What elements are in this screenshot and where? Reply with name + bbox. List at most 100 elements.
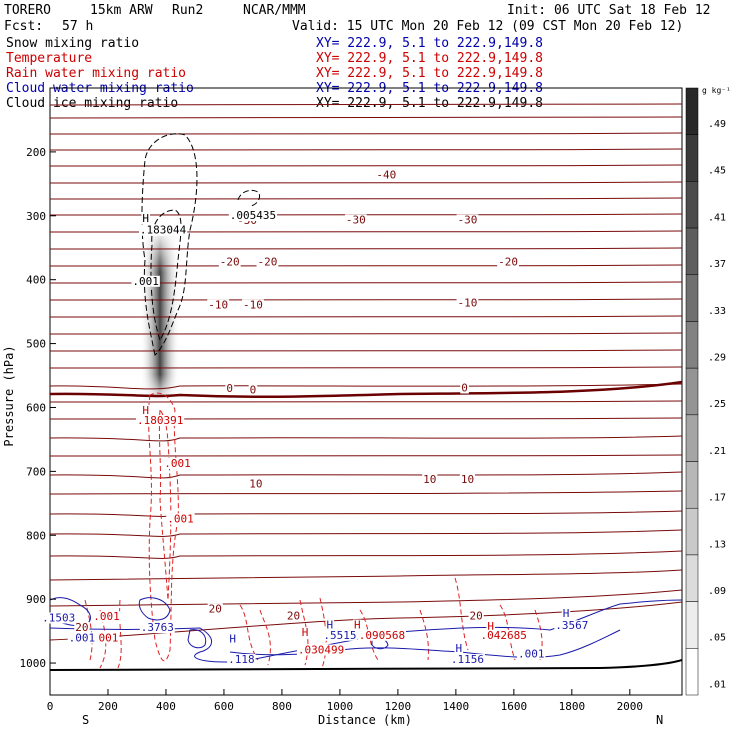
- snow-label: .183044: [140, 224, 187, 237]
- colorbar-segment: [685, 601, 699, 649]
- colorbar-tick-label: .21: [708, 446, 726, 457]
- temperature-label-bg: [422, 473, 438, 485]
- temperature-label-bg: [256, 256, 279, 268]
- cloud-water-label-bg: [41, 612, 77, 624]
- cloud-water-label: .118: [228, 653, 255, 666]
- colorbar-tick-label: .41: [708, 212, 726, 223]
- temperature-label-bg: [468, 610, 484, 622]
- cloud-water-label: .001: [69, 631, 96, 644]
- rain-label: H: [487, 620, 494, 633]
- temperature-label: -30: [458, 213, 478, 226]
- temperature-label-bg: [497, 256, 519, 268]
- temperature-label-bg: [375, 169, 398, 181]
- header: TORERO 15km ARW Run2 NCAR/MMM Init: 06 U…: [4, 3, 711, 34]
- rain-label: .001: [93, 610, 120, 623]
- colorbar-tick-label: .05: [708, 633, 726, 644]
- snow-label-bg: [131, 275, 160, 287]
- rain-label-bg: [300, 627, 310, 639]
- cloud-water-label: H: [563, 607, 570, 620]
- legend-cloud-ice: Cloud ice mixing ratio: [6, 96, 178, 111]
- x-tick-label: 1800: [559, 700, 586, 713]
- legend-snow: Snow mixing ratio: [6, 36, 139, 51]
- y-tick-label: 600: [26, 401, 46, 414]
- model-resolution: 15km ARW: [90, 3, 153, 18]
- temperature-label: -30: [346, 213, 366, 226]
- snow-label-bg: [138, 224, 188, 236]
- rain-label: .001: [92, 631, 119, 644]
- rain-label-bg: [92, 611, 121, 623]
- colorbar-segment: [685, 181, 699, 229]
- colorbar-tick-label: .37: [708, 259, 726, 270]
- colorbar-unit: g kg⁻¹: [702, 86, 731, 95]
- temperature-label-bg: [74, 622, 90, 634]
- x-tick-label: 400: [156, 700, 176, 713]
- cloud-water-label-bg: [449, 654, 485, 666]
- temperature-label: -10: [243, 298, 263, 311]
- temperature-label: 10: [461, 473, 474, 486]
- rain-label-bg: [296, 644, 346, 656]
- colorbar-segment: [685, 321, 699, 369]
- temperature-label-bg: [207, 603, 223, 615]
- y-tick-label: 200: [26, 146, 46, 159]
- y-tick-label: 700: [26, 465, 46, 478]
- temperature-label: -20: [498, 256, 518, 269]
- y-tick-label: 300: [26, 210, 46, 223]
- cloud-water-label-bg: [517, 648, 546, 660]
- x-tick-label: 2000: [617, 700, 644, 713]
- forecast-label: Fcst:: [4, 19, 43, 34]
- colorbar-segment: [685, 461, 699, 509]
- legend-cloud-ice-xy: XY= 222.9, 5.1 to 222.9,149.8: [316, 96, 543, 111]
- colorbar-segment: [685, 227, 699, 276]
- legend-snow-xy: XY= 222.9, 5.1 to 222.9,149.8: [316, 36, 543, 51]
- y-tick-label: 800: [26, 529, 46, 542]
- temperature-label-bg: [285, 610, 302, 622]
- cloud-water-label-bg: [561, 608, 571, 620]
- x-tick-label: 800: [272, 700, 292, 713]
- colorbar-segment: [685, 274, 699, 322]
- x-tick-label: 1000: [327, 700, 354, 713]
- legend-temperature: Temperature: [6, 51, 92, 66]
- temperature-label-bg: [207, 299, 230, 311]
- rain-label-bg: [357, 629, 407, 641]
- south-end-label: S: [82, 713, 89, 727]
- cloud-water-label: .5515: [323, 629, 356, 642]
- rain-label-bg: [163, 457, 192, 469]
- rain-label: .001: [167, 512, 194, 525]
- temperature-label: -10: [458, 297, 478, 310]
- temperature-contours: [50, 103, 682, 641]
- colorbar-tick-label: .01: [708, 679, 726, 690]
- colorbar-tick-label: .13: [708, 539, 726, 550]
- colorbar-tick-label: .29: [708, 352, 726, 363]
- temperature-label-bg: [456, 214, 479, 226]
- cloud-water-label-bg: [228, 633, 237, 645]
- colorbar: g kg⁻¹ .49 .45 .41 .37 .33 .29 .25 .21 .17 .13 .09…: [685, 86, 731, 696]
- rain-label: .001: [164, 457, 191, 470]
- x-tick-label: 1600: [501, 700, 528, 713]
- cloud-water-label: H: [455, 642, 462, 655]
- x-axis: 0 200 400 600 800 1000 1200 1400 1600 1800 2000: [47, 689, 643, 713]
- cloud-water-label: H: [229, 633, 236, 646]
- colorbar-tick-label: .17: [708, 493, 726, 504]
- plot-frame: [49, 87, 683, 696]
- y-axis-label: Pressure (hPa): [2, 345, 16, 446]
- snow-label: H: [142, 212, 149, 225]
- cloud-water-label: .3763: [141, 621, 174, 634]
- y-tick-label: 500: [26, 338, 46, 351]
- north-end-label: N: [656, 713, 663, 727]
- legend: Snow mixing ratio XY= 222.9, 5.1 to 222.…: [6, 36, 543, 111]
- colorbar-segment: [685, 648, 699, 696]
- rain-label-bg: [90, 632, 120, 644]
- x-tick-label: 1200: [385, 700, 412, 713]
- temperature-label-bg: [460, 382, 469, 394]
- y-tick-label: 1000: [20, 657, 47, 670]
- temperature-label-bg: [225, 383, 235, 395]
- valid-time: Valid: 15 UTC Mon 20 Feb 12 (09 CST Mon …: [292, 19, 683, 34]
- plot-area: [50, 103, 682, 671]
- temperature-label: 20: [209, 603, 222, 616]
- x-tick-label: 0: [47, 700, 54, 713]
- temperature-label: 0: [226, 382, 233, 395]
- colorbar-tick-label: .49: [708, 119, 726, 130]
- colorbar-segment: [685, 554, 699, 602]
- cloud-water-label: .1156: [451, 653, 484, 666]
